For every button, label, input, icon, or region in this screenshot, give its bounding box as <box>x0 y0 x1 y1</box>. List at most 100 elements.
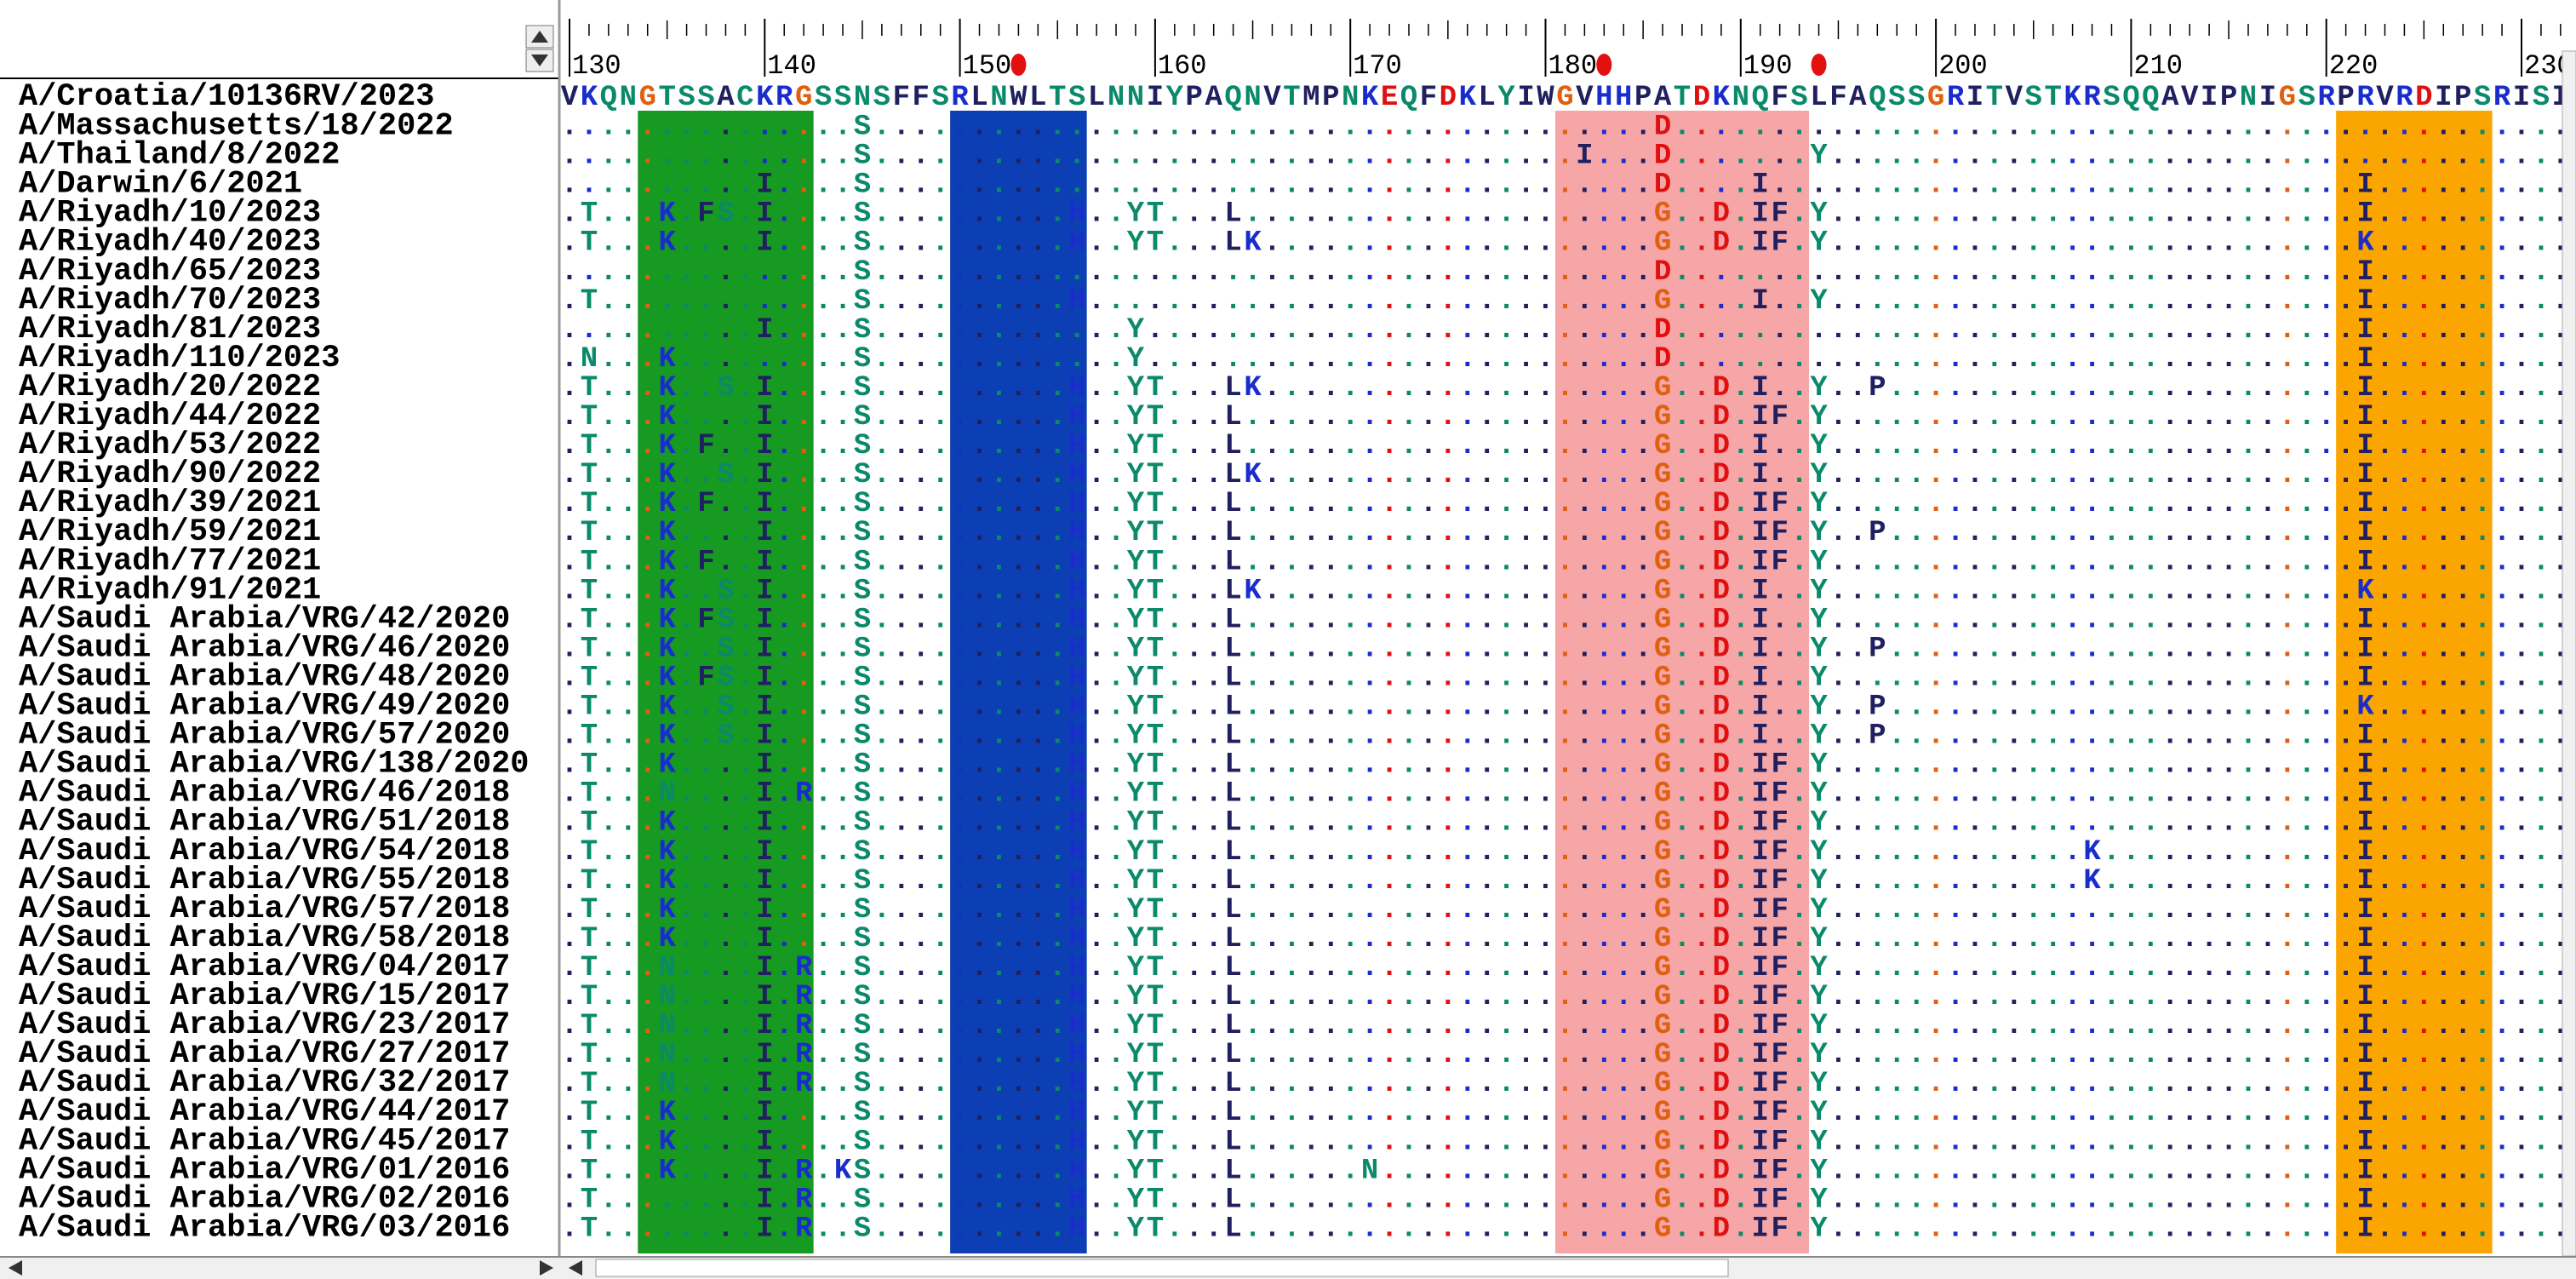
match-dot: . <box>561 1155 578 1187</box>
match-dot: . <box>2454 604 2471 636</box>
sequence-name: A/Croatia/10136RV/2023 <box>19 79 434 115</box>
match-dot: . <box>1615 865 1632 898</box>
match-dot: . <box>1381 1184 1398 1216</box>
match-dot: . <box>2396 575 2413 607</box>
match-dot: . <box>1342 1213 1359 1245</box>
match-dot: . <box>1888 430 1905 462</box>
match-dot: . <box>1088 1039 1105 1071</box>
match-dot: . <box>1263 1184 1280 1216</box>
match-dot: . <box>1322 1068 1339 1100</box>
match-dot: . <box>1693 372 1710 404</box>
residue: F <box>1771 227 1788 260</box>
residue: I <box>1752 285 1769 318</box>
scroll-down[interactable] <box>525 49 554 72</box>
match-dot: . <box>1771 720 1788 753</box>
match-dot: . <box>2083 720 2100 753</box>
match-dot: . <box>639 256 656 289</box>
match-dot: . <box>2142 430 2159 462</box>
match-dot: . <box>2240 401 2257 433</box>
match-dot: . <box>893 894 910 926</box>
match-dot: . <box>2279 430 2296 462</box>
match-dot: . <box>1049 1126 1066 1158</box>
match-dot: . <box>990 981 1007 1013</box>
match-dot: . <box>1166 459 1183 491</box>
match-dot: . <box>1888 517 1905 549</box>
match-dot: . <box>1263 778 1280 811</box>
match-dot: . <box>1381 401 1398 433</box>
match-dot: . <box>1029 343 1046 376</box>
residue: D <box>1713 1155 1730 1187</box>
match-dot: . <box>717 865 734 898</box>
match-dot: . <box>1420 923 1437 955</box>
scroll-left[interactable] <box>569 1260 582 1276</box>
residue: Y <box>1810 633 1828 665</box>
match-dot: . <box>1088 1184 1105 1216</box>
match-dot: . <box>776 865 793 898</box>
match-dot: . <box>1732 112 1749 144</box>
residue: I <box>2356 807 2373 840</box>
match-dot: . <box>561 720 578 753</box>
residue: S <box>854 720 871 753</box>
match-dot: . <box>1927 633 1944 665</box>
match-dot: . <box>1400 1155 1417 1187</box>
match-dot: . <box>1205 517 1222 549</box>
match-dot: . <box>1302 372 1319 404</box>
match-dot: . <box>2533 1068 2550 1100</box>
match-dot: . <box>2279 227 2296 260</box>
match-dot: . <box>2435 488 2452 520</box>
match-dot: . <box>815 401 832 433</box>
scroll-right[interactable] <box>540 1260 553 1276</box>
match-dot: . <box>951 807 968 840</box>
scroll-thumb[interactable] <box>595 1259 1729 1277</box>
scroll-left[interactable] <box>9 1260 22 1276</box>
match-dot: . <box>1908 1155 1925 1187</box>
residue: K <box>2356 691 2374 724</box>
match-dot: . <box>2142 459 2159 491</box>
residue: H <box>1068 1213 1085 1245</box>
residue: T <box>1147 1068 1164 1100</box>
match-dot: . <box>1829 807 1846 840</box>
match-dot: . <box>1537 575 1554 607</box>
match-dot: . <box>1732 1010 1749 1042</box>
match-dot: . <box>600 314 617 347</box>
match-dot: . <box>1322 1184 1339 1216</box>
sequence-text: .T...K..S.I....S..........H..YT...L.....… <box>561 633 2569 665</box>
spin-buttons[interactable] <box>525 25 554 72</box>
match-dot: . <box>1634 778 1652 811</box>
match-dot: . <box>1361 633 1378 665</box>
match-dot: . <box>2181 1184 2198 1216</box>
match-dot: . <box>2220 923 2237 955</box>
residue: I <box>2356 865 2373 898</box>
match-dot: . <box>2415 141 2432 173</box>
match-dot: . <box>2083 1184 2100 1216</box>
vertical-scrollbar[interactable] <box>2562 50 2576 1257</box>
match-dot: . <box>931 865 948 898</box>
match-dot: . <box>2376 169 2393 202</box>
match-dot: . <box>1615 169 1632 202</box>
match-dot: . <box>2083 1097 2100 1129</box>
match-dot: . <box>2220 314 2237 347</box>
match-dot: . <box>1849 198 1866 231</box>
match-dot: . <box>2396 169 2413 202</box>
match-dot: . <box>1108 836 1125 869</box>
match-dot: . <box>1381 749 1398 782</box>
match-dot: . <box>1263 517 1280 549</box>
match-dot: . <box>1497 1213 1514 1245</box>
match-dot: . <box>2220 430 2237 462</box>
match-dot: . <box>697 1010 714 1042</box>
match-dot: . <box>1283 1068 1300 1100</box>
residue: Y <box>1810 894 1828 926</box>
match-dot: . <box>2201 1126 2218 1158</box>
match-dot: . <box>1263 1097 1280 1129</box>
match-dot: . <box>2122 343 2139 376</box>
match-dot: . <box>1224 285 1241 318</box>
match-dot: . <box>717 256 734 289</box>
match-dot: . <box>2220 401 2237 433</box>
match-dot: . <box>970 691 987 724</box>
match-dot: . <box>776 836 793 869</box>
match-dot: . <box>1322 575 1339 607</box>
match-dot: . <box>776 1126 793 1158</box>
match-dot: . <box>1400 401 1417 433</box>
match-dot: . <box>1537 1010 1554 1042</box>
match-dot: . <box>2474 546 2491 578</box>
